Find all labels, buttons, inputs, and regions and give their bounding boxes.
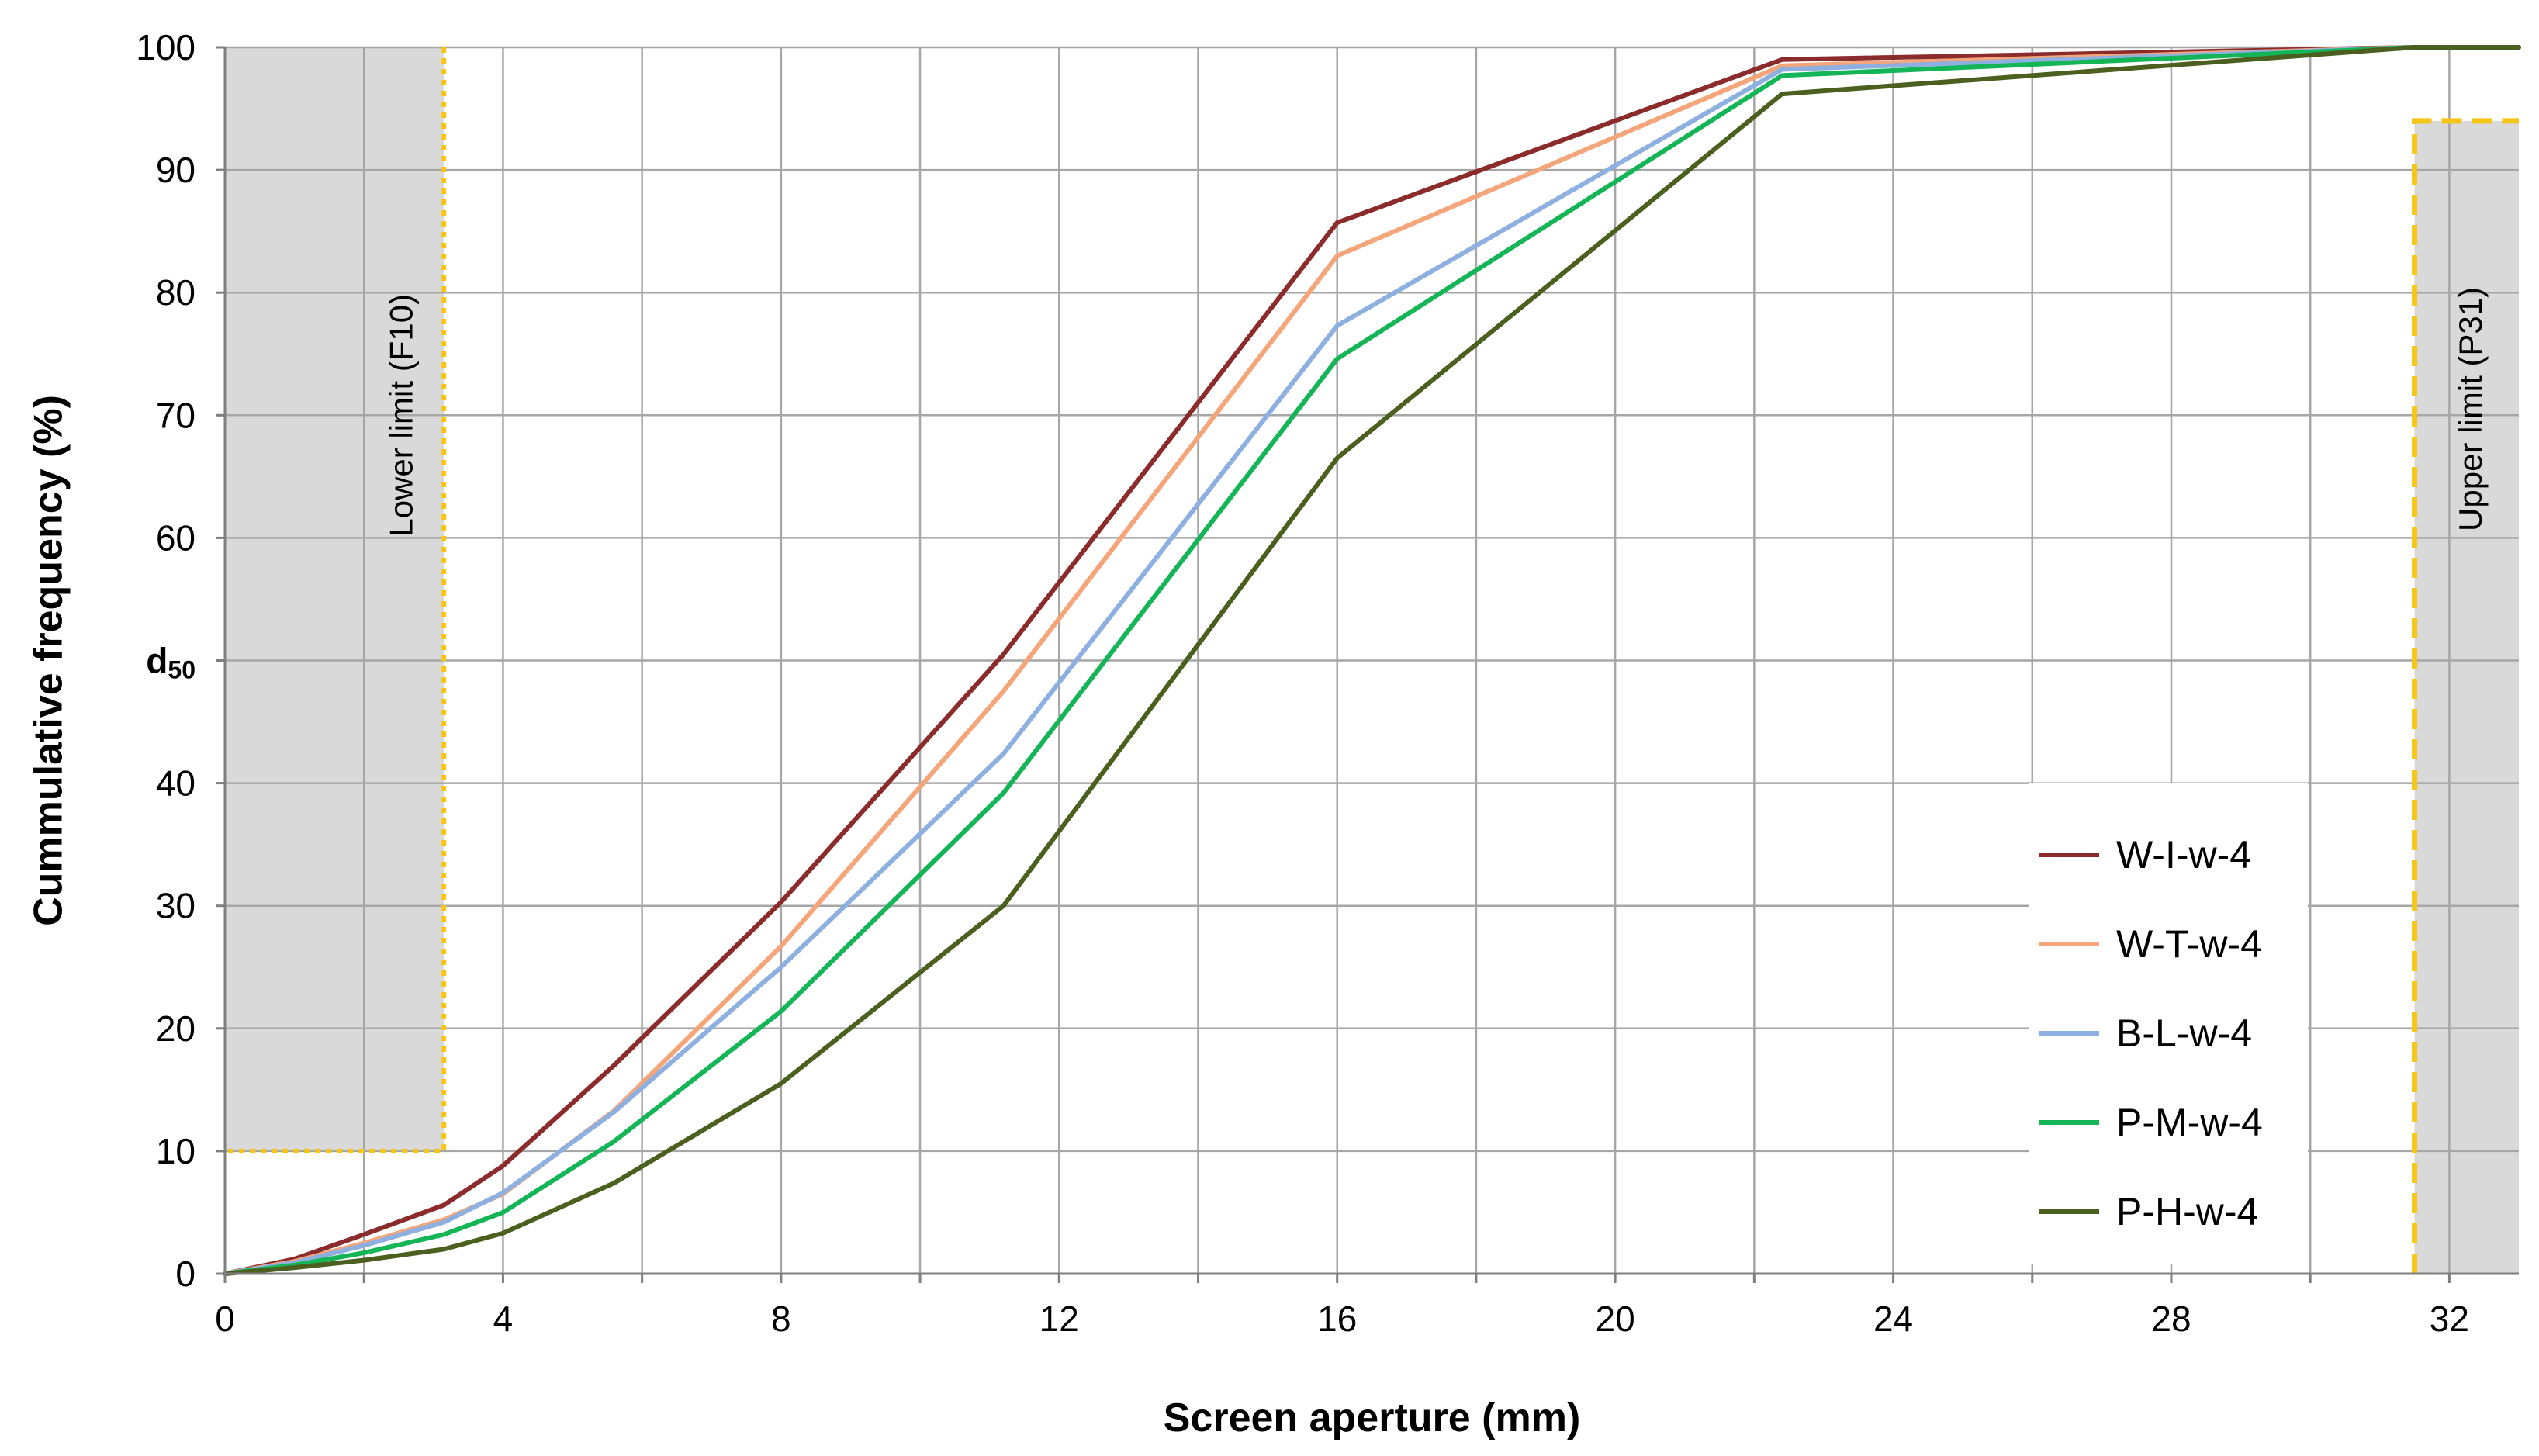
legend-label: P-H-w-4 xyxy=(2116,1190,2258,1233)
legend-label: B-L-w-4 xyxy=(2116,1012,2252,1055)
limit-region-label-1: Upper limit (P31) xyxy=(2452,287,2489,531)
x-tick-label: 28 xyxy=(2151,1299,2191,1339)
limit-regions xyxy=(225,47,2519,1274)
limit-region-0 xyxy=(225,47,444,1151)
x-axis-title: Screen aperture (mm) xyxy=(1164,1395,1581,1440)
legend-item-P-M-w-4: P-M-w-4 xyxy=(2039,1101,2263,1144)
series-line-P-H-w-4 xyxy=(223,45,2521,1276)
x-tick-label: 16 xyxy=(1317,1299,1357,1339)
legend-items: W-I-w-4 W-T-w-4 B-L-w-4 P-M-w-4 P-H-w-4 xyxy=(2039,833,2263,1233)
legend-label: W-I-w-4 xyxy=(2116,833,2251,877)
legend-item-W-T-w-4: W-T-w-4 xyxy=(2039,922,2262,966)
x-tick-label: 0 xyxy=(215,1299,235,1339)
limit-region-borders xyxy=(225,47,2519,1274)
legend: W-I-w-4 W-T-w-4 B-L-w-4 P-M-w-4 P-H-w-4 xyxy=(2029,783,2308,1264)
tick-labels: 0 4 8 12 16 20 24 28 32 0 10 20 30 40 d50 60 70 80 90 100 xyxy=(136,27,2469,1339)
y-tick-label: 20 xyxy=(156,1008,195,1049)
limit-region-border-1 xyxy=(2412,118,2519,1274)
limit-region-label-0: Lower limit (F10) xyxy=(382,294,419,537)
limit-region-border-0 xyxy=(225,47,447,1153)
axes xyxy=(216,46,2519,1283)
legend-label: W-T-w-4 xyxy=(2116,922,2262,966)
series-lines xyxy=(223,45,2521,1276)
x-tick-label: 24 xyxy=(1873,1299,1913,1339)
y-tick-label: 90 xyxy=(156,150,195,190)
x-tick-label: 12 xyxy=(1039,1299,1079,1339)
y-tick-label: 80 xyxy=(156,272,195,313)
y-tick-label: d50 xyxy=(146,641,195,684)
y-tick-label: 30 xyxy=(156,886,195,926)
y-tick-label: 60 xyxy=(156,517,195,558)
region-labels: Lower limit (F10) Upper limit (P31) xyxy=(382,287,2489,537)
x-tick-label: 8 xyxy=(771,1299,791,1339)
y-axis-title: Cummulative frequency (%) xyxy=(26,395,71,926)
legend-item-P-H-w-4: P-H-w-4 xyxy=(2039,1190,2258,1233)
legend-item-W-I-w-4: W-I-w-4 xyxy=(2039,833,2251,877)
y-tick-label: 0 xyxy=(175,1254,195,1294)
series-line-B-L-w-4 xyxy=(223,45,2521,1276)
y-tick-label: 70 xyxy=(156,395,195,435)
y-tick-label: 100 xyxy=(136,27,195,67)
series-line-W-I-w-4 xyxy=(223,45,2521,1276)
legend-label: P-M-w-4 xyxy=(2116,1101,2263,1144)
x-tick-label: 20 xyxy=(1596,1299,1635,1339)
y-tick-label: 10 xyxy=(156,1131,195,1171)
x-tick-label: 32 xyxy=(2430,1299,2469,1339)
legend-box xyxy=(2029,783,2308,1264)
series-line-P-M-w-4 xyxy=(223,45,2521,1276)
legend-item-B-L-w-4: B-L-w-4 xyxy=(2039,1012,2252,1055)
limit-region-1 xyxy=(2414,120,2519,1274)
y-tick-label: 40 xyxy=(156,763,195,804)
x-tick-label: 4 xyxy=(493,1299,514,1339)
